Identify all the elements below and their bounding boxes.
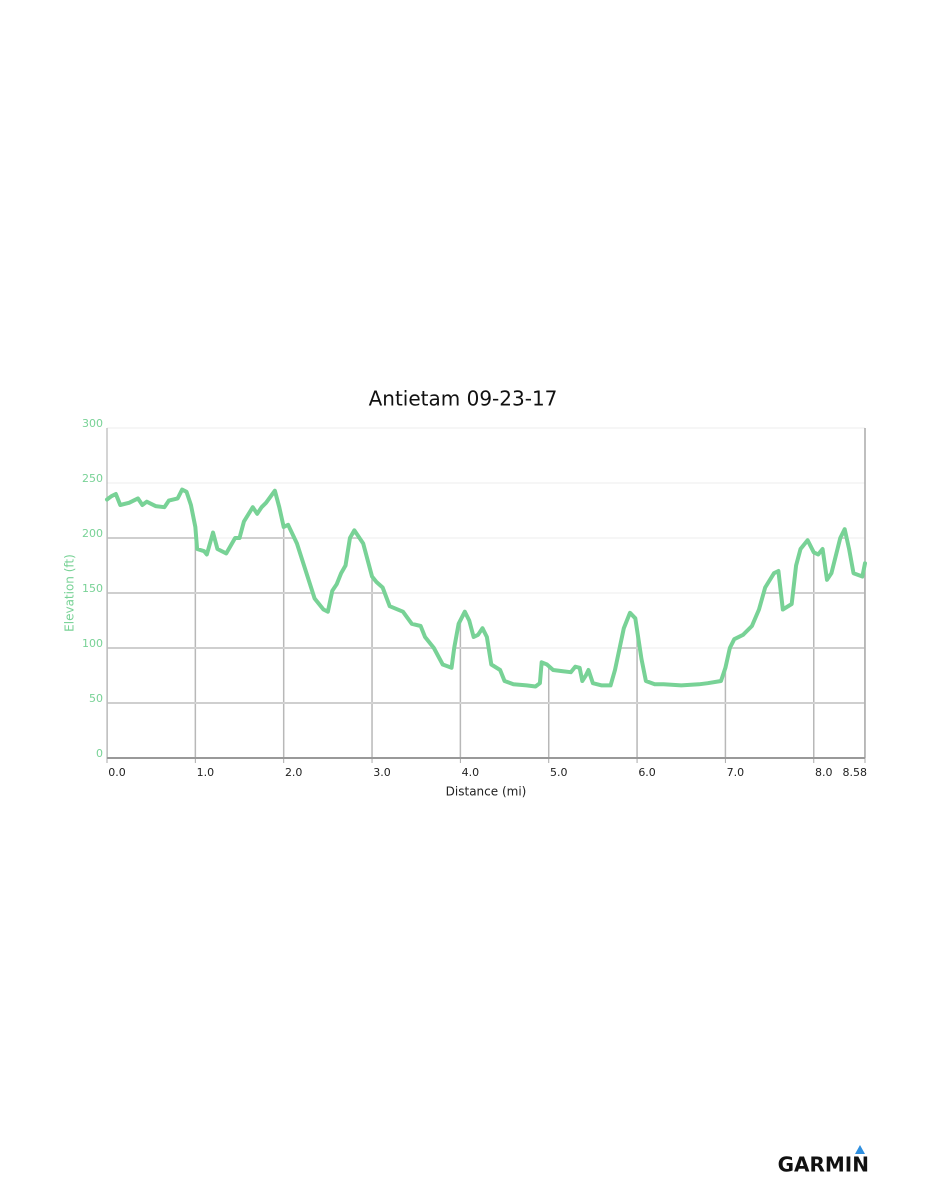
y-tick-label: 50 bbox=[89, 692, 103, 705]
brand-logo: GARMIN bbox=[778, 1153, 869, 1177]
x-tick-label: 7.0 bbox=[727, 766, 745, 779]
x-tick-label: 5.0 bbox=[550, 766, 568, 779]
x-axis-label: Distance (mi) bbox=[446, 785, 527, 799]
y-tick-label: 300 bbox=[82, 417, 103, 430]
elevation-line bbox=[105, 487, 867, 689]
y-axis-label: Elevation (ft) bbox=[63, 554, 77, 632]
y-tick-label: 100 bbox=[82, 637, 103, 650]
x-tick-label: 6.0 bbox=[638, 766, 656, 779]
x-tick-label: 3.0 bbox=[373, 766, 391, 779]
x-tick-label: 0.0 bbox=[108, 766, 126, 779]
x-tick-label: 8.58 bbox=[843, 766, 868, 779]
x-tick-label: 4.0 bbox=[462, 766, 480, 779]
x-tick-label: 8.0 bbox=[815, 766, 833, 779]
chart-title: Antietam 09-23-17 bbox=[369, 387, 558, 411]
y-tick-label: 0 bbox=[96, 747, 103, 760]
x-tick-label: 1.0 bbox=[197, 766, 215, 779]
y-tick-label: 150 bbox=[82, 582, 103, 595]
x-tick-label: 2.0 bbox=[285, 766, 303, 779]
y-tick-label: 250 bbox=[82, 472, 103, 485]
y-tick-label: 200 bbox=[82, 527, 103, 540]
logo-triangle bbox=[855, 1145, 865, 1154]
